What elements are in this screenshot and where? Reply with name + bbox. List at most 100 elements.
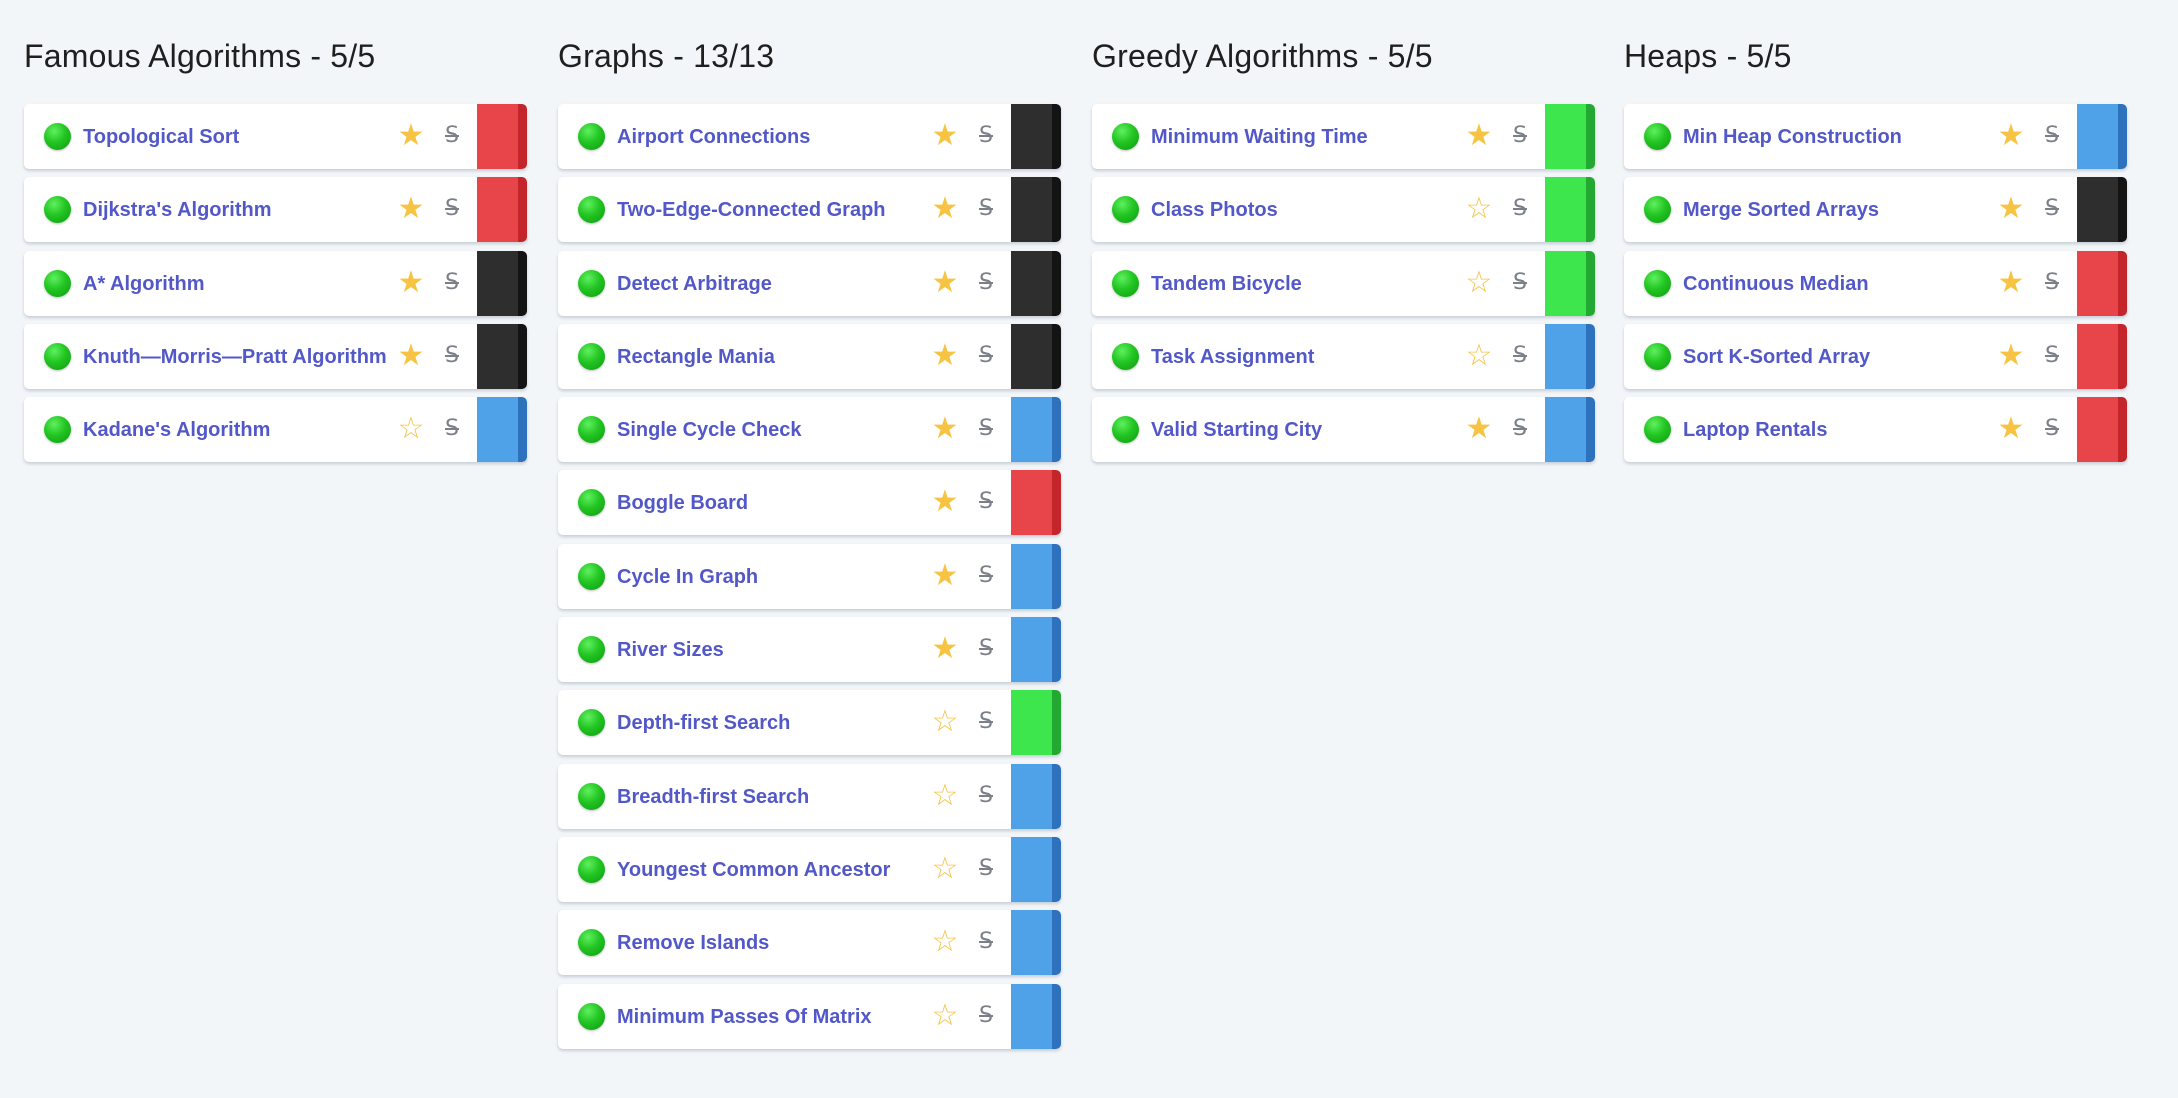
star-filled-icon[interactable]: ★ [931,485,959,519]
star-filled-icon[interactable]: ★ [397,192,425,226]
question-link[interactable]: Boggle Board [617,492,749,515]
strikethrough-icon[interactable]: S [979,1002,993,1028]
question-link[interactable]: Continuous Median [1683,272,1869,295]
question-link[interactable]: Tandem Bicycle [1151,272,1302,295]
question-card[interactable]: Valid Starting City ★ S [1092,397,1595,463]
star-filled-icon[interactable]: ★ [931,558,959,592]
question-link[interactable]: Kadane's Algorithm [83,419,271,442]
question-card[interactable]: Boggle Board ★ S [558,470,1061,536]
strikethrough-icon[interactable]: S [1513,269,1527,295]
star-filled-icon[interactable]: ★ [931,338,959,372]
question-card[interactable]: Breadth-first Search ☆ S [558,763,1061,829]
star-filled-icon[interactable]: ★ [1997,338,2025,372]
strikethrough-icon[interactable]: S [979,269,993,295]
strikethrough-icon[interactable]: S [445,269,459,295]
strikethrough-icon[interactable]: S [979,929,993,955]
question-card[interactable]: Two-Edge-Connected Graph ★ S [558,177,1061,243]
question-card[interactable]: Rectangle Mania ★ S [558,323,1061,389]
question-link[interactable]: Cycle In Graph [617,565,759,588]
question-card[interactable]: Continuous Median ★ S [1624,250,2127,316]
question-card[interactable]: Minimum Passes Of Matrix ☆ S [558,983,1061,1049]
question-card[interactable]: Detect Arbitrage ★ S [558,250,1061,316]
star-outline-icon[interactable]: ☆ [1465,192,1493,226]
question-link[interactable]: Single Cycle Check [617,419,802,442]
strikethrough-icon[interactable]: S [1513,342,1527,368]
star-outline-icon[interactable]: ☆ [931,998,959,1032]
question-card[interactable]: Cycle In Graph ★ S [558,543,1061,609]
star-filled-icon[interactable]: ★ [397,265,425,299]
question-link[interactable]: Min Heap Construction [1683,126,1902,148]
question-link[interactable]: Valid Starting City [1151,419,1323,442]
question-card[interactable]: Class Photos ☆ S [1092,177,1595,243]
star-filled-icon[interactable]: ★ [1997,119,2025,152]
question-link[interactable]: Airport Connections [617,126,811,148]
question-card[interactable]: Youngest Common Ancestor ☆ S [558,836,1061,902]
question-link[interactable]: Topological Sort [83,126,240,148]
star-outline-icon[interactable]: ☆ [1465,338,1493,372]
question-link[interactable]: Class Photos [1151,199,1278,222]
question-link[interactable]: Two-Edge-Connected Graph [617,199,886,222]
question-link[interactable]: River Sizes [617,639,724,662]
question-card[interactable]: Topological Sort ★ S [24,104,527,169]
star-outline-icon[interactable]: ☆ [931,851,959,885]
star-outline-icon[interactable]: ☆ [931,778,959,812]
star-filled-icon[interactable]: ★ [931,412,959,446]
strikethrough-icon[interactable]: S [979,636,993,662]
star-outline-icon[interactable]: ☆ [931,925,959,959]
star-filled-icon[interactable]: ★ [931,119,959,152]
question-card[interactable]: Single Cycle Check ★ S [558,397,1061,463]
strikethrough-icon[interactable]: S [2045,123,2059,148]
question-link[interactable]: Laptop Rentals [1683,419,1828,442]
strikethrough-icon[interactable]: S [1513,123,1527,148]
star-outline-icon[interactable]: ☆ [397,412,425,446]
strikethrough-icon[interactable]: S [979,123,993,148]
question-card[interactable]: Task Assignment ☆ S [1092,323,1595,389]
star-filled-icon[interactable]: ★ [931,632,959,666]
star-filled-icon[interactable]: ★ [1997,412,2025,446]
question-card[interactable]: Depth-first Search ☆ S [558,690,1061,756]
strikethrough-icon[interactable]: S [445,196,459,222]
question-card[interactable]: Merge Sorted Arrays ★ S [1624,177,2127,243]
star-filled-icon[interactable]: ★ [1997,265,2025,299]
question-link[interactable]: Dijkstra's Algorithm [83,199,272,222]
star-outline-icon[interactable]: ☆ [931,705,959,739]
strikethrough-icon[interactable]: S [2045,269,2059,295]
question-card[interactable]: Min Heap Construction ★ S [1624,104,2127,169]
star-filled-icon[interactable]: ★ [397,119,425,152]
star-filled-icon[interactable]: ★ [931,192,959,226]
question-link[interactable]: Sort K-Sorted Array [1683,345,1871,368]
question-card[interactable]: Tandem Bicycle ☆ S [1092,250,1595,316]
strikethrough-icon[interactable]: S [979,342,993,368]
strikethrough-icon[interactable]: S [1513,196,1527,222]
question-link[interactable]: Rectangle Mania [617,345,775,368]
strikethrough-icon[interactable]: S [2045,342,2059,368]
question-link[interactable]: Detect Arbitrage [617,272,772,295]
question-card[interactable]: Laptop Rentals ★ S [1624,397,2127,463]
strikethrough-icon[interactable]: S [445,416,459,442]
question-link[interactable]: Task Assignment [1151,345,1315,368]
question-card[interactable]: Knuth—Morris—Pratt Algorithm ★ S [24,323,527,389]
question-link[interactable]: Remove Islands [617,932,770,955]
star-outline-icon[interactable]: ☆ [1465,265,1493,299]
strikethrough-icon[interactable]: S [979,855,993,881]
question-card[interactable]: Sort K-Sorted Array ★ S [1624,323,2127,389]
question-link[interactable]: Youngest Common Ancestor [617,858,891,881]
question-link[interactable]: Merge Sorted Arrays [1683,199,1879,222]
star-filled-icon[interactable]: ★ [1465,119,1493,152]
strikethrough-icon[interactable]: S [979,489,993,515]
strikethrough-icon[interactable]: S [979,709,993,735]
strikethrough-icon[interactable]: S [2045,196,2059,222]
question-link[interactable]: Knuth—Morris—Pratt Algorithm [83,345,387,368]
question-card[interactable]: Kadane's Algorithm ☆ S [24,397,527,463]
strikethrough-icon[interactable]: S [979,416,993,442]
question-link[interactable]: Minimum Waiting Time [1151,126,1368,148]
question-card[interactable]: Dijkstra's Algorithm ★ S [24,177,527,243]
question-card[interactable]: Remove Islands ☆ S [558,910,1061,976]
question-card[interactable]: Airport Connections ★ S [558,104,1061,169]
strikethrough-icon[interactable]: S [979,562,993,588]
strikethrough-icon[interactable]: S [445,342,459,368]
strikethrough-icon[interactable]: S [445,123,459,148]
strikethrough-icon[interactable]: S [2045,416,2059,442]
question-link[interactable]: Minimum Passes Of Matrix [617,1005,872,1028]
question-link[interactable]: Breadth-first Search [617,785,810,808]
